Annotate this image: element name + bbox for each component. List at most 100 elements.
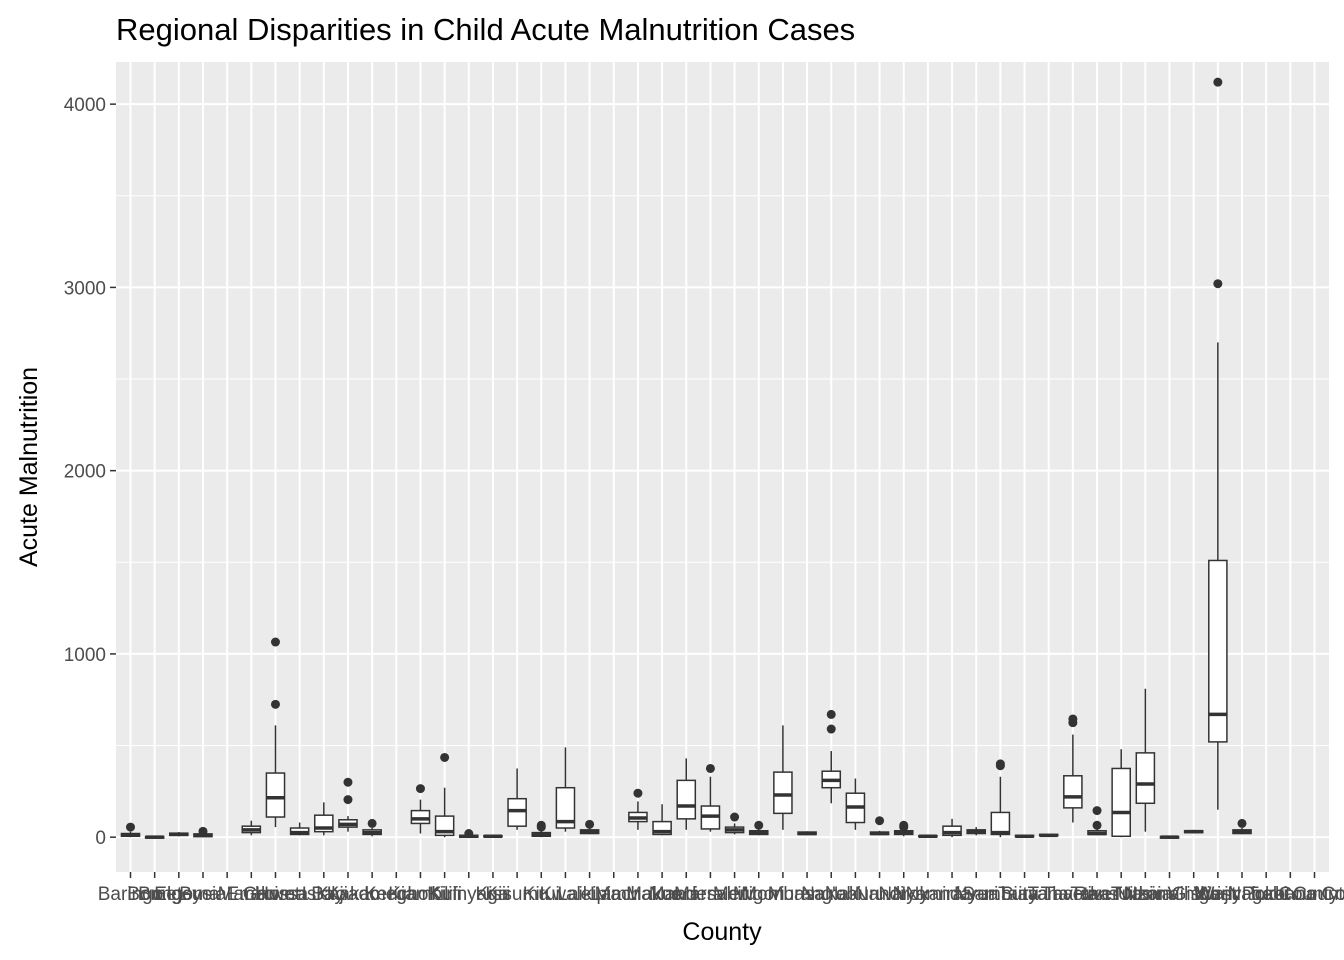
x-tick-label: Kajiado <box>316 884 379 905</box>
outlier-point <box>343 795 353 805</box>
box-body <box>1208 559 1228 743</box>
outlier-point <box>826 724 836 734</box>
x-tick-label: Kirinyaga County <box>1194 884 1339 905</box>
x-tick-label: Busia <box>179 884 227 905</box>
y-axis-title: Acute Malnutrition <box>15 367 43 567</box>
box-22 <box>652 804 672 836</box>
box-7 <box>289 822 310 836</box>
box-29 <box>821 709 842 804</box>
x-tick-label: Meru <box>713 884 756 905</box>
box-44 <box>1183 829 1204 834</box>
box-6 <box>265 637 286 828</box>
y-tick-label: 2000 <box>64 462 106 483</box>
outlier-point <box>899 820 909 830</box>
box-38 <box>1038 833 1059 838</box>
y-axis: 0 1000 2000 3000 4000 <box>64 95 116 849</box>
box-25 <box>724 812 745 835</box>
box-12 <box>410 784 431 834</box>
x-tick-label: Garissa <box>243 884 309 905</box>
x-tick-label: Nairobi <box>801 884 861 905</box>
x-tick-label: Nyeri <box>954 884 998 905</box>
x-tick-label: Kakamega <box>327 884 418 905</box>
x-tick-label: Elgeyo Marakwet <box>154 884 300 905</box>
x-tick-label: Tana River <box>1027 884 1118 905</box>
box-36 <box>990 759 1011 838</box>
box-39 <box>1063 714 1083 823</box>
x-tick-label: Bungoma <box>138 884 220 905</box>
x-tick-label: Nandi <box>855 884 905 905</box>
box-body <box>676 779 697 820</box>
outlier-point <box>1092 820 1102 830</box>
y-tick-label: 1000 <box>64 645 106 666</box>
box-5 <box>241 820 262 836</box>
box-body <box>942 825 962 837</box>
outlier-point <box>705 763 715 773</box>
x-tick-label: Nyandarua <box>906 884 999 905</box>
x-tick-label: Embu <box>226 884 276 905</box>
x-tick-label: Uasin Gishu <box>1118 884 1222 905</box>
x-tick-label: Kericho <box>364 884 428 905</box>
outlier-point <box>875 816 885 826</box>
x-tick-label: Murang'a <box>768 884 847 905</box>
x-tick-label: Siaya <box>1001 884 1049 905</box>
box-8 <box>313 802 334 836</box>
box-42 <box>1135 688 1156 832</box>
box-43 <box>1159 835 1180 840</box>
x-tick-label: Vihiga <box>1167 884 1220 905</box>
box-21 <box>628 788 648 830</box>
x-tick-label: Narok <box>878 884 929 905</box>
box-2 <box>169 832 189 837</box>
x-tick-label: Makueni <box>626 884 698 905</box>
x-tick-label: Kisii <box>476 884 511 905</box>
x-tick-label: Laikipia <box>557 884 622 905</box>
outlier-point <box>1092 806 1102 816</box>
box-40 <box>1087 806 1107 836</box>
y-tick-label: 0 <box>95 828 106 849</box>
x-tick-label: Nairobi County <box>1228 884 1344 905</box>
x-tick-label: Turkana <box>1111 884 1180 905</box>
outlier-point <box>826 709 836 719</box>
outlier-point <box>754 820 764 830</box>
outlier-point <box>270 637 280 647</box>
y-tick-label: 4000 <box>64 95 106 116</box>
box-body <box>1063 775 1083 809</box>
x-tick-label: Kisumu <box>485 884 548 905</box>
outlier-point <box>367 818 377 828</box>
x-tick-label: Kitui <box>523 884 560 905</box>
box-24 <box>700 763 721 832</box>
outlier-point <box>125 822 135 832</box>
x-tick-label: Samburu <box>962 884 1039 905</box>
outlier-point <box>415 784 425 794</box>
x-tick-label: Migori <box>733 884 785 905</box>
x-tick-label: Nyamira <box>893 884 964 905</box>
x-tick-label: Machakos <box>595 884 682 905</box>
box-32 <box>893 820 914 837</box>
box-31 <box>869 816 890 836</box>
box-26 <box>748 820 769 836</box>
box-body <box>265 772 286 818</box>
outlier-point <box>1213 77 1223 87</box>
box-28 <box>797 831 817 836</box>
box-body <box>410 809 431 825</box>
chart-title: Regional Disparities in Child Acute Maln… <box>116 12 855 47</box>
box-14 <box>458 829 479 839</box>
box-body <box>555 786 576 829</box>
x-axis-title: County <box>682 918 762 946</box>
x-tick-label: Marsabit <box>674 884 748 905</box>
box-34 <box>942 818 962 838</box>
box-13 <box>434 752 455 838</box>
x-tick-label: Kilifi <box>427 884 462 905</box>
box-16 <box>507 768 527 830</box>
x-tick-label: Lamu <box>590 884 638 905</box>
x-tick-label: Kirinyaga <box>429 884 509 905</box>
box-46 <box>1232 818 1252 835</box>
x-tick-label: Wajir <box>1197 884 1240 905</box>
outlier-point <box>633 788 643 798</box>
box-3 <box>193 826 213 838</box>
outlier-point <box>1068 714 1078 724</box>
x-tick-label: Bomet <box>127 884 183 905</box>
grid-lines <box>116 62 1329 872</box>
plot-panel <box>116 62 1329 872</box>
